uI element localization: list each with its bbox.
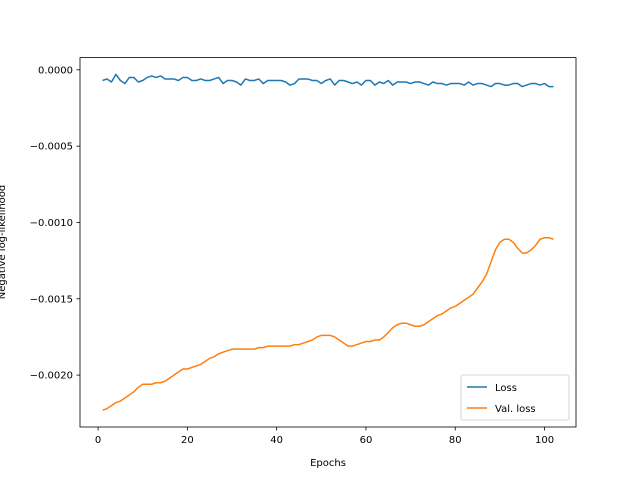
legend-box: [460, 374, 570, 421]
x-tick-label: 100: [535, 435, 554, 446]
line: [102, 236, 554, 411]
x-tick-label: 60: [360, 435, 373, 446]
x-tick-label: 40: [270, 435, 283, 446]
plot-frame: [79, 57, 577, 428]
y-tick-label: −0.0010: [30, 218, 73, 229]
x-tick-label: 0: [95, 435, 101, 446]
y-tick-label: −0.0005: [30, 142, 73, 153]
x-tick-label: 80: [449, 435, 462, 446]
legend-label: Loss: [495, 383, 517, 394]
y-tick-label: −0.0020: [30, 371, 73, 382]
line: [102, 73, 554, 88]
y-axis-label: Negative log-likelihood: [0, 185, 8, 300]
y-tick-label: −0.0015: [30, 294, 73, 305]
x-tick-label: 20: [181, 435, 194, 446]
x-axis-label: Epochs: [310, 458, 346, 469]
y-tick-label: 0.0000: [38, 65, 73, 76]
legend-label: Val. loss: [495, 404, 536, 415]
